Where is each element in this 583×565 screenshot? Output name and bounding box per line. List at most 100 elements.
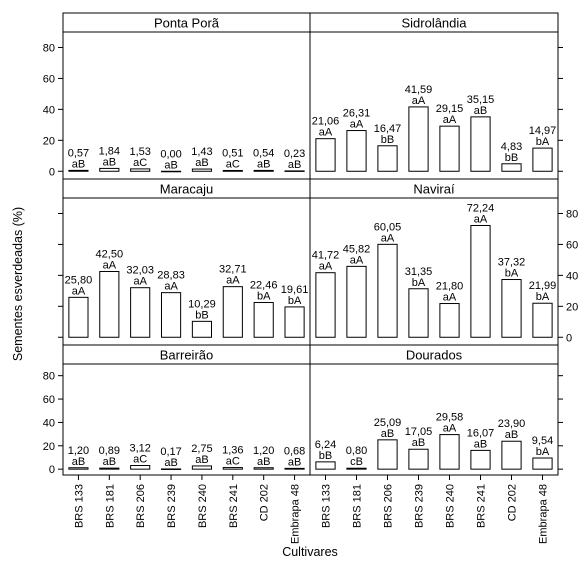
x-tick-label: CD 202 <box>507 484 519 521</box>
bar-cd-202 <box>501 440 522 470</box>
x-axis-title: Cultivares <box>282 545 338 559</box>
panel-title: Maracaju <box>160 182 213 197</box>
y-axis-title: Sementes esverdeadas (%) <box>11 207 25 361</box>
bar-brs-181 <box>99 467 120 470</box>
significance-label: aA <box>133 276 147 288</box>
significance-label: aA <box>350 119 364 131</box>
significance-label: aC <box>133 157 147 169</box>
bar-brs-133 <box>315 461 336 470</box>
value-label: 25,09 <box>374 417 402 429</box>
value-label: 25,80 <box>65 274 93 286</box>
bar-embrapa-48 <box>532 302 553 338</box>
value-label: 1,20 <box>68 445 89 457</box>
panel-ponta-pora: Ponta PorãaB0,57aB1,84aC1,53aB0,00aB1,43… <box>62 12 311 180</box>
y-tick-label: 0 <box>566 332 572 344</box>
value-label: 21,80 <box>436 281 464 293</box>
axes-layer: 0 20 40 60 80 0 20 40 60 80 0 20 40 60 80 BRS 133 BRS 18… <box>43 42 579 543</box>
value-label: 0,51 <box>222 147 243 159</box>
value-label: 0,68 <box>284 445 305 457</box>
panel-title: Naviraí <box>413 182 455 197</box>
y-tick-label: 40 <box>566 270 578 282</box>
value-label: 0,57 <box>68 147 89 159</box>
bar-cd-202 <box>501 279 522 338</box>
plot-frame <box>309 363 559 476</box>
y-tick-label: 60 <box>43 73 55 85</box>
x-tick-label: BRS 239 <box>166 484 178 528</box>
value-label: 0,17 <box>160 446 181 458</box>
panel-maracaju: MaracajuaA25,80aA42,50aA32,03aA28,83bB10… <box>62 178 311 346</box>
value-label: 21,06 <box>312 116 340 128</box>
bar-brs-239 <box>160 468 182 470</box>
x-tick-label: BRS 240 <box>197 484 209 528</box>
significance-label: bA <box>505 268 519 280</box>
x-tick-label: BRS 133 <box>321 484 333 528</box>
value-label: 3,12 <box>129 443 150 455</box>
significance-label: bA <box>257 291 271 303</box>
value-label: 0,54 <box>253 147 274 159</box>
y-tick-label: 40 <box>43 104 55 116</box>
value-label: 41,59 <box>405 84 433 96</box>
y-tick-label: 40 <box>43 417 55 429</box>
bar-brs-181 <box>99 271 120 338</box>
significance-label: bB <box>195 309 208 321</box>
y-tick-label: 20 <box>43 135 55 147</box>
value-label: 42,50 <box>96 249 124 261</box>
value-label: 0,00 <box>160 148 181 160</box>
significance-label: aA <box>319 127 333 139</box>
y-tick-label: 20 <box>43 441 55 453</box>
significance-label: aB <box>72 158 85 170</box>
plot-frame <box>62 363 311 476</box>
bar-cd-202 <box>253 169 274 172</box>
bar-embrapa-48 <box>284 467 305 470</box>
bar-brs-241 <box>222 467 243 470</box>
y-tick-label: 80 <box>43 371 55 383</box>
bar-embrapa-48 <box>532 457 553 470</box>
value-label: 9,54 <box>532 435 553 447</box>
bar-cd-202 <box>253 467 274 470</box>
x-tick-label: BRS 206 <box>383 484 395 528</box>
bar-brs-240 <box>439 125 460 172</box>
significance-label: aB <box>505 429 518 441</box>
value-label: 0,89 <box>99 445 120 457</box>
value-label: 14,97 <box>529 125 557 137</box>
value-label: 35,15 <box>467 94 495 106</box>
bar-brs-239 <box>160 292 182 338</box>
bar-brs-133 <box>315 272 336 338</box>
value-label: 22,46 <box>250 280 278 292</box>
y-tick-label: 60 <box>43 394 55 406</box>
value-label: 29,58 <box>436 412 464 424</box>
value-label: 1,20 <box>253 445 274 457</box>
significance-label: aB <box>412 437 425 449</box>
significance-label: aA <box>443 114 457 126</box>
value-label: 26,31 <box>343 108 371 120</box>
bar-brs-240 <box>439 303 460 338</box>
bar-brs-239 <box>408 288 429 338</box>
x-tick-label: BRS 239 <box>414 484 426 528</box>
significance-label: aA <box>72 285 86 297</box>
y-tick-label: 0 <box>49 166 55 178</box>
significance-label: aB <box>72 456 85 468</box>
bar-brs-206 <box>130 287 151 338</box>
significance-label: aB <box>164 457 177 469</box>
value-label: 41,72 <box>312 250 340 262</box>
left-y-axis-row-1: 0 20 40 60 80 <box>43 42 563 178</box>
significance-label: aA <box>226 275 240 287</box>
significance-label: aB <box>195 454 208 466</box>
x-tick-label: Embrapa 48 <box>538 484 550 544</box>
x-axis-left: BRS 133 BRS 181 BRS 206 BRS 239 BRS 240 BRS 2… <box>73 475 302 544</box>
significance-label: aC <box>226 456 240 468</box>
significance-label: aA <box>319 261 333 273</box>
panel-title: Ponta Porã <box>154 16 220 31</box>
significance-label: aA <box>474 213 488 225</box>
bar-embrapa-48 <box>284 170 305 172</box>
significance-label: aA <box>350 254 364 266</box>
significance-label: aB <box>474 105 487 117</box>
value-label: 0,80 <box>346 445 367 457</box>
significance-label: aA <box>381 232 395 244</box>
panel-barreirao: BarreirãoaB1,20aB0,89aC3,12aB0,17aB2,75a… <box>62 344 311 476</box>
significance-label: aB <box>288 456 301 468</box>
x-tick-label: Embrapa 48 <box>290 484 302 544</box>
panel-title: Sidrolândia <box>401 16 467 31</box>
significance-label: bA <box>536 291 550 303</box>
value-label: 60,05 <box>374 221 402 233</box>
